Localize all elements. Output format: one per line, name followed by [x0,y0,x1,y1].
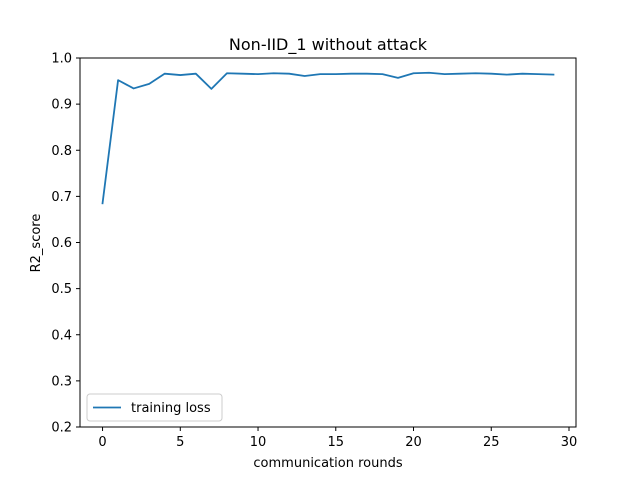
y-axis-title: R2_score [29,214,44,273]
chart-title: Non-IID_1 without attack [229,35,428,55]
plot-area: 0 5 10 15 20 25 30 0.2 0.3 0.4 0.5 0.6 0.7 0.8 0.9 1.0 [51,52,577,451]
x-tick-label: 15 [328,435,345,450]
y-tick-label: 0.8 [51,144,72,159]
x-tick-label: 5 [176,435,184,450]
legend: training loss [86,393,223,422]
y-tick-label: 0.2 [51,421,72,436]
legend-box [86,393,223,422]
x-tick-label: 30 [561,435,578,450]
y-tick-label: 0.4 [51,328,72,343]
y-tick-label: 0.3 [51,374,72,389]
x-axis-title: communication rounds [253,456,402,471]
y-tick-label: 0.7 [51,190,72,205]
series-line-training-loss [101,71,555,205]
x-tick-label: 20 [405,435,422,450]
x-tick-label: 10 [250,435,267,450]
y-tick-label: 1.0 [51,52,72,67]
y-tick-label: 0.6 [51,236,72,251]
x-tick-label: 25 [483,435,500,450]
x-tick-label: 0 [98,435,106,450]
y-tick-label: 0.5 [51,282,72,297]
legend-label: training loss [131,401,211,416]
y-tick-label: 0.9 [51,98,72,113]
